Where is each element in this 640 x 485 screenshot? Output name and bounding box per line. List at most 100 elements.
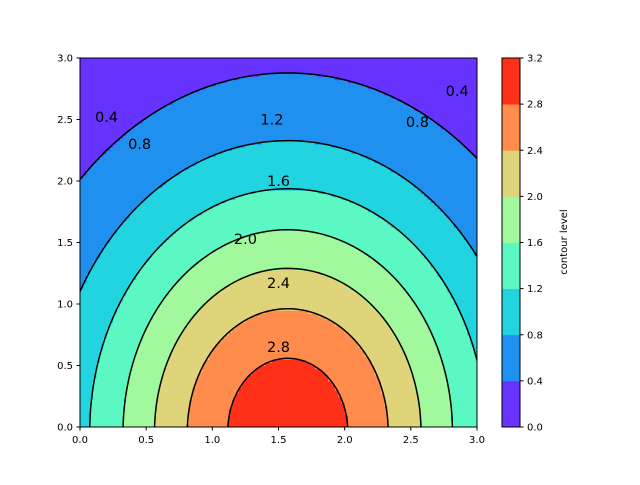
contour-cell	[129, 396, 134, 400]
contour-cell	[139, 122, 144, 127]
contour-cell	[80, 153, 84, 157]
contour-cell	[80, 171, 84, 176]
contour-cell	[146, 217, 151, 222]
contour-cell	[80, 242, 84, 247]
contour-cell	[142, 331, 147, 336]
contour-cell	[106, 144, 111, 148]
contour-cell	[80, 300, 84, 305]
contour-cell	[99, 101, 104, 105]
contour-cell	[139, 270, 144, 274]
contour-cell	[89, 291, 94, 296]
contour-cell	[142, 399, 147, 403]
contour-cell	[113, 313, 117, 317]
contour-cell	[93, 73, 98, 78]
contour-cell	[146, 156, 151, 161]
contour-cell	[139, 288, 144, 293]
contour-cell	[99, 316, 104, 320]
contour-cell	[116, 141, 121, 145]
contour-cell	[136, 144, 141, 148]
contour-cell	[109, 184, 114, 188]
contour-cell	[129, 423, 134, 427]
contour-cell	[96, 267, 101, 271]
contour-cell	[146, 214, 151, 219]
contour-cell	[129, 144, 134, 148]
contour-cell	[86, 134, 91, 139]
contour-cell	[113, 220, 117, 225]
contour-cell	[129, 264, 134, 268]
contour-cell	[106, 233, 111, 237]
contour-cell	[146, 402, 151, 407]
contour-cell	[142, 85, 147, 90]
contour-cell	[99, 405, 104, 410]
contour-cell	[129, 193, 134, 197]
contour-cell	[93, 211, 98, 216]
contour-cell	[93, 313, 98, 317]
contour-cell	[103, 322, 108, 327]
contour-cell	[142, 242, 147, 247]
contour-cell	[123, 104, 127, 108]
contour-cell	[126, 239, 131, 244]
contour-cell	[80, 405, 84, 410]
contour-cell	[89, 97, 94, 102]
contour-cell	[86, 165, 91, 170]
contour-cell	[123, 159, 127, 164]
contour-cell	[136, 328, 141, 333]
contour-cell	[99, 128, 104, 133]
contour-cell	[126, 193, 131, 197]
contour-cell	[132, 184, 137, 188]
contour-cell	[126, 131, 131, 136]
contour-cell	[96, 371, 101, 376]
contour-cell	[109, 116, 114, 121]
contour-cell	[80, 208, 84, 213]
contour-cell	[119, 150, 124, 154]
contour-cell	[99, 356, 104, 360]
contour-cell	[96, 217, 101, 222]
contour-cell	[119, 168, 124, 173]
contour-cell	[86, 73, 91, 78]
contour-cell	[93, 177, 98, 182]
contour-cell	[83, 177, 88, 182]
contour-cell	[146, 190, 151, 194]
contour-cell	[109, 300, 114, 305]
contour-cell	[146, 184, 151, 188]
contour-cell	[106, 236, 111, 241]
contour-cell	[93, 190, 98, 194]
contour-cell	[99, 116, 104, 121]
contour-cell	[99, 328, 104, 333]
contour-cell	[99, 393, 104, 397]
contour-cell	[119, 353, 124, 357]
contour-cell	[109, 399, 114, 403]
contour-cell	[119, 224, 124, 228]
contour-cell	[99, 202, 104, 207]
contour-cell	[96, 171, 101, 176]
contour-cell	[139, 137, 144, 142]
contour-cell	[96, 331, 101, 336]
contour-cell	[103, 273, 108, 277]
contour-cell	[119, 88, 124, 93]
contour-cell	[89, 110, 94, 114]
contour-cell	[86, 319, 91, 324]
contour-cell	[142, 417, 147, 422]
contour-cell	[129, 411, 134, 416]
contour-cell	[123, 211, 127, 216]
contour-cell	[109, 340, 114, 345]
contour-cell	[86, 411, 91, 416]
contour-cell	[123, 276, 127, 280]
contour-cell	[116, 390, 121, 394]
contour-cell	[106, 171, 111, 176]
contour-cell	[86, 390, 91, 394]
contour-cell	[113, 187, 117, 191]
contour-cell	[89, 104, 94, 108]
contour-cell	[146, 411, 151, 416]
contour-cell	[136, 214, 141, 219]
contour-cell	[96, 85, 101, 90]
contour-cell	[80, 353, 84, 357]
contour-cell	[113, 383, 117, 388]
contour-cell	[113, 390, 117, 394]
contour-cell	[139, 61, 144, 65]
contour-cell	[113, 411, 117, 416]
contour-cell	[93, 359, 98, 364]
contour-cell	[113, 257, 117, 262]
contour-cell	[80, 128, 84, 133]
contour-cell	[83, 387, 88, 391]
